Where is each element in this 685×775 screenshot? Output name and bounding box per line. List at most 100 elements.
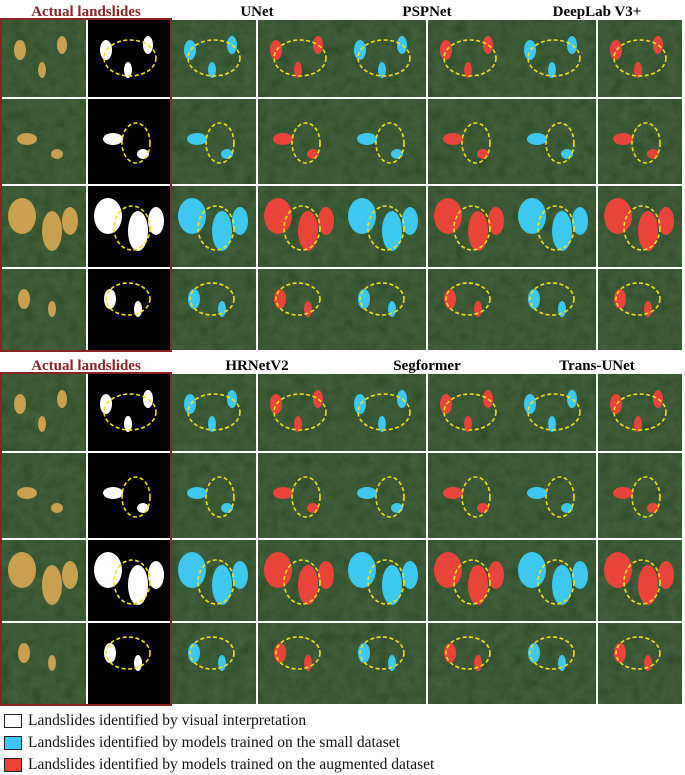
- landslide-region: [208, 62, 216, 78]
- landslide-region: [100, 394, 112, 414]
- forest-texture: [598, 269, 682, 350]
- highlight-ellipse: [103, 393, 157, 431]
- landslide-region: [134, 655, 142, 671]
- forest-texture: [258, 623, 342, 704]
- landslide-region: [128, 211, 148, 251]
- landslide-region: [318, 561, 334, 589]
- highlight-ellipse: [613, 39, 667, 77]
- forest-texture: [172, 623, 256, 704]
- landslide-region: [137, 149, 149, 159]
- landslide-region: [644, 655, 652, 671]
- highlight-ellipse: [283, 205, 321, 251]
- highlight-ellipse: [189, 636, 235, 670]
- landslide-region: [354, 394, 366, 414]
- top-title-unet: UNet: [240, 4, 273, 20]
- forest-texture: [512, 269, 596, 350]
- landslide-region: [51, 503, 63, 513]
- landslide-region: [14, 40, 26, 60]
- bottom-title-transunet: Trans-UNet: [559, 358, 635, 374]
- landslide-region: [348, 198, 376, 234]
- landslide-region: [567, 390, 577, 408]
- image-tile: [88, 623, 172, 704]
- forest-texture: [428, 20, 512, 97]
- top-title-pspnet: PSPNet: [402, 4, 451, 20]
- landslide-region: [638, 211, 658, 251]
- landslide-region: [434, 198, 462, 234]
- image-tile: [88, 99, 172, 184]
- landslide-region: [134, 301, 142, 317]
- landslide-region: [187, 133, 207, 145]
- landslide-region: [221, 149, 233, 159]
- forest-texture: [598, 99, 682, 184]
- highlight-ellipse: [275, 636, 321, 670]
- landslide-region: [264, 198, 292, 234]
- highlight-ellipse: [103, 39, 157, 77]
- forest-texture: [172, 453, 256, 538]
- landslide-region: [221, 503, 233, 513]
- highlight-ellipse: [187, 393, 241, 431]
- landslide-region: [488, 207, 504, 235]
- forest-texture: [2, 20, 86, 97]
- landslide-region: [307, 503, 319, 513]
- image-tile: [88, 269, 172, 350]
- landslide-region: [474, 301, 482, 317]
- landslide-region: [527, 487, 547, 499]
- landslide-region: [270, 40, 282, 60]
- landslide-region: [148, 561, 164, 589]
- highlight-ellipse: [461, 476, 491, 518]
- landslide-region: [440, 40, 452, 60]
- landslide-region: [464, 62, 472, 78]
- landslide-region: [397, 36, 407, 54]
- landslide-region: [443, 133, 463, 145]
- highlight-ellipse: [291, 476, 321, 518]
- landslide-region: [548, 416, 556, 432]
- landslide-region: [638, 565, 658, 605]
- highlight-ellipse: [453, 205, 491, 251]
- highlight-ellipse: [273, 393, 327, 431]
- landslide-region: [128, 565, 148, 605]
- bottom-title-hrnet: HRNetV2: [225, 358, 288, 374]
- landslide-region: [558, 655, 566, 671]
- forest-texture: [428, 453, 512, 538]
- highlight-ellipse: [121, 476, 151, 518]
- landslide-region: [572, 561, 588, 589]
- forest-texture: [342, 99, 426, 184]
- highlight-ellipse: [189, 282, 235, 316]
- forest-texture: [598, 20, 682, 97]
- landslide-region: [94, 552, 122, 588]
- forest-texture: [342, 453, 426, 538]
- landslide-region: [644, 301, 652, 317]
- landslide-region: [298, 565, 318, 605]
- highlight-ellipse: [291, 122, 321, 164]
- landslide-region: [38, 416, 46, 432]
- landslide-region: [474, 655, 482, 671]
- landslide-region: [567, 36, 577, 54]
- landslide-region: [14, 394, 26, 414]
- landslide-region: [264, 552, 292, 588]
- landslide-region: [518, 198, 546, 234]
- landslide-region: [434, 552, 462, 588]
- bottom-title-actual: Actual landslides: [31, 358, 141, 374]
- landslide-region: [647, 149, 659, 159]
- highlight-ellipse: [445, 636, 491, 670]
- highlight-ellipse: [105, 636, 151, 670]
- landslide-region: [378, 416, 386, 432]
- landslide-region: [388, 655, 396, 671]
- forest-texture: [258, 374, 342, 451]
- landslide-region: [187, 487, 207, 499]
- highlight-ellipse: [445, 282, 491, 316]
- highlight-ellipse: [283, 559, 321, 605]
- highlight-ellipse: [537, 559, 575, 605]
- highlight-ellipse: [527, 39, 581, 77]
- forest-texture: [512, 20, 596, 97]
- forest-texture: [2, 374, 86, 451]
- highlight-ellipse: [357, 393, 411, 431]
- landslide-region: [318, 207, 334, 235]
- legend-label-visual: Landslides identified by visual interpre…: [28, 712, 307, 729]
- highlight-ellipse: [275, 282, 321, 316]
- landslide-region: [634, 62, 642, 78]
- forest-texture: [172, 99, 256, 184]
- landslide-region: [42, 565, 62, 605]
- landslide-region: [137, 503, 149, 513]
